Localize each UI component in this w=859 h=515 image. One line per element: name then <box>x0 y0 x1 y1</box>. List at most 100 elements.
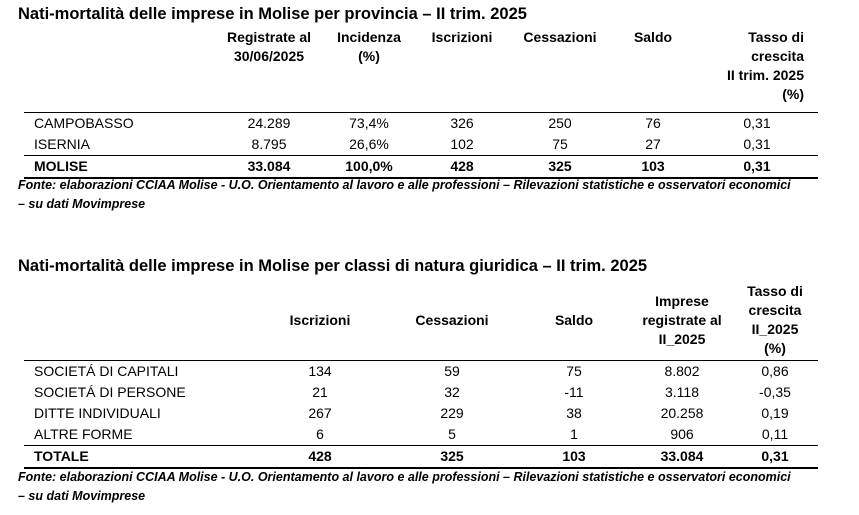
cell-value: 8.795 <box>251 136 287 152</box>
column-header: Tasso di crescita II trim. 2025 (%) <box>696 28 818 113</box>
cell-value: 134 <box>308 363 332 379</box>
province-table: Registrate al 30/06/2025 Incidenza (%) Iscri… <box>24 28 818 179</box>
column-header: Saldo <box>610 28 696 113</box>
cell-value: 229 <box>440 405 464 421</box>
column-header-line: registrate al <box>642 311 722 328</box>
legal-form-table: Iscrizioni Cessazioni Saldo Imprese registra… <box>24 280 818 469</box>
total-value: 428 <box>308 448 332 464</box>
row-label: DITTE INDIVIDUALI <box>34 405 161 421</box>
row-label: SOCIETÁ DI PERSONE <box>34 384 186 400</box>
column-header-line: Incidenza <box>337 29 401 45</box>
cell-value: 59 <box>444 363 460 379</box>
source-note-line: Fonte: elaborazioni CCIAA Molise - U.O. … <box>18 470 791 484</box>
cell-value: 102 <box>450 136 474 152</box>
column-header-line: 30/06/2025 <box>233 48 305 64</box>
cell-value: 26,6% <box>349 136 389 152</box>
source-note-line: – su dati Movimprese <box>18 197 146 211</box>
row-label: ISERNIA <box>34 136 91 152</box>
row-label: CAMPOBASSO <box>34 115 134 131</box>
cell-value: 76 <box>645 115 661 131</box>
total-value: 33.084 <box>247 158 291 174</box>
column-header: Cessazioni <box>388 280 516 361</box>
cell-value: 20.258 <box>660 405 704 421</box>
total-row: TOTALE 428 325 103 33.084 0,31 <box>24 445 818 468</box>
total-value: 0,31 <box>743 158 771 174</box>
column-header: Iscrizioni <box>414 28 510 113</box>
cell-value: 0,31 <box>743 136 771 152</box>
cell-value: 27 <box>645 136 661 152</box>
column-header-line: (%) <box>358 48 380 64</box>
total-value: 0,31 <box>761 448 789 464</box>
cell-value: 75 <box>566 363 582 379</box>
total-value: 103 <box>562 448 586 464</box>
column-header-line: Iscrizioni <box>431 29 493 45</box>
column-header: Registrate al 30/06/2025 <box>214 28 324 113</box>
table-row: ALTRE FORME 6 5 1 906 0,11 <box>24 424 818 446</box>
row-label: SOCIETÁ DI CAPITALI <box>34 363 179 379</box>
column-header-line: Saldo <box>554 311 594 328</box>
cell-value: 5 <box>448 426 456 442</box>
table2-source-note: Fonte: elaborazioni CCIAA Molise - U.O. … <box>18 468 791 506</box>
column-header-line: II_2025 <box>658 330 706 347</box>
column-header-line: Cessazioni <box>415 311 489 328</box>
column-header-line: crescita <box>748 302 802 318</box>
source-note-line: – su dati Movimprese <box>18 489 146 503</box>
column-header-line: Tasso di <box>748 29 804 45</box>
table-row: SOCIETÁ DI CAPITALI 134 59 75 8.802 0,86 <box>24 361 818 383</box>
column-header: Saldo <box>516 280 632 361</box>
cell-value: 0,19 <box>761 405 789 421</box>
table1-source-note: Fonte: elaborazioni CCIAA Molise - U.O. … <box>18 176 791 214</box>
column-header: Imprese registrate al II_2025 <box>632 280 732 361</box>
header-blank <box>24 280 252 361</box>
cell-value: 3.118 <box>665 384 699 400</box>
total-row: MOLISE 33.084 100,0% 428 325 103 0,31 <box>24 155 818 178</box>
column-header-line: II trim. 2025 <box>726 67 804 83</box>
cell-value: 326 <box>450 115 474 131</box>
cell-value: 73,4% <box>349 115 389 131</box>
cell-value: 21 <box>312 384 328 400</box>
total-value: 100,0% <box>345 158 393 174</box>
table-row: DITTE INDIVIDUALI 267 229 38 20.258 0,19 <box>24 403 818 424</box>
cell-value: 1 <box>570 426 578 442</box>
total-value: 428 <box>450 158 474 174</box>
cell-value: 0,11 <box>761 426 789 442</box>
table-row: CAMPOBASSO 24.289 73,4% 326 250 76 0,31 <box>24 113 818 135</box>
cell-value: 0,31 <box>743 115 771 131</box>
cell-value: -11 <box>564 384 584 400</box>
column-header-line: Imprese <box>655 292 709 309</box>
row-label: ALTRE FORME <box>34 426 133 442</box>
total-value: 325 <box>440 448 464 464</box>
column-header-line: Saldo <box>633 29 673 45</box>
source-note-line: Fonte: elaborazioni CCIAA Molise - U.O. … <box>18 178 791 192</box>
cell-value: 38 <box>566 405 582 421</box>
cell-value: 24.289 <box>247 115 291 131</box>
column-header-line: Iscrizioni <box>289 311 351 328</box>
column-header-line: Cessazioni <box>523 29 597 45</box>
cell-value: 8.802 <box>664 363 700 379</box>
column-header-line: (%) <box>782 86 804 102</box>
header-row: Registrate al 30/06/2025 Incidenza (%) Iscri… <box>24 28 818 113</box>
column-header-line: Registrate al <box>226 29 312 45</box>
cell-value: 267 <box>308 405 332 421</box>
column-header: Cessazioni <box>510 28 610 113</box>
header-blank <box>24 28 214 113</box>
cell-value: 250 <box>548 115 572 131</box>
total-value: 33.084 <box>660 448 704 464</box>
cell-value: 0,86 <box>761 363 789 379</box>
column-header-line: Tasso di <box>747 283 803 299</box>
column-header-line: crescita <box>751 48 804 64</box>
column-header: Incidenza (%) <box>324 28 414 113</box>
cell-value: 906 <box>670 426 694 442</box>
total-label: MOLISE <box>34 158 88 174</box>
header-row: Iscrizioni Cessazioni Saldo Imprese registra… <box>24 280 818 361</box>
total-value: 325 <box>548 158 572 174</box>
cell-value: 32 <box>444 384 460 400</box>
table2-title: Nati-mortalità delle imprese in Molise p… <box>18 257 648 275</box>
column-header-line: (%) <box>764 340 786 356</box>
cell-value: 6 <box>316 426 324 442</box>
column-header-line: II_2025 <box>751 321 799 337</box>
total-value: 103 <box>641 158 665 174</box>
column-header: Tasso di crescita II_2025 (%) <box>732 280 818 361</box>
table1-title: Nati-mortalità delle imprese in Molise p… <box>18 5 527 23</box>
table-row: SOCIETÁ DI PERSONE 21 32 -11 3.118 -0,35 <box>24 382 818 403</box>
